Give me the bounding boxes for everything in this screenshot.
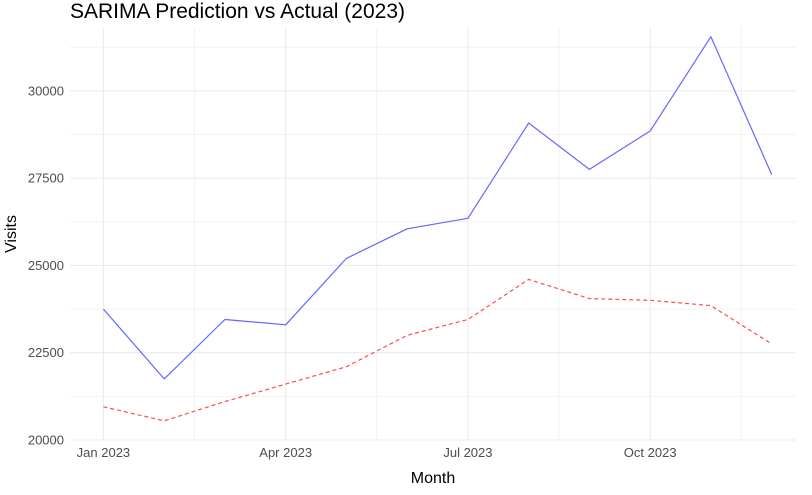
y-tick-label: 30000	[28, 83, 64, 98]
y-tick-label: 27500	[28, 171, 64, 186]
x-axis-title: Month	[411, 470, 455, 487]
chart-title: SARIMA Prediction vs Actual (2023)	[70, 0, 405, 23]
x-tick-label: Apr 2023	[259, 445, 312, 460]
y-tick-label: 25000	[28, 258, 64, 273]
x-tick-label: Oct 2023	[624, 445, 677, 460]
series-line-dashed	[103, 278, 773, 422]
y-tick-label: 20000	[28, 433, 64, 448]
x-tick-label: Jan 2023	[77, 445, 131, 460]
x-tick-label: Jul 2023	[443, 445, 492, 460]
y-axis-title: Visits	[3, 215, 20, 253]
series-line-solid	[102, 36, 773, 380]
y-tick-label: 22500	[28, 345, 64, 360]
